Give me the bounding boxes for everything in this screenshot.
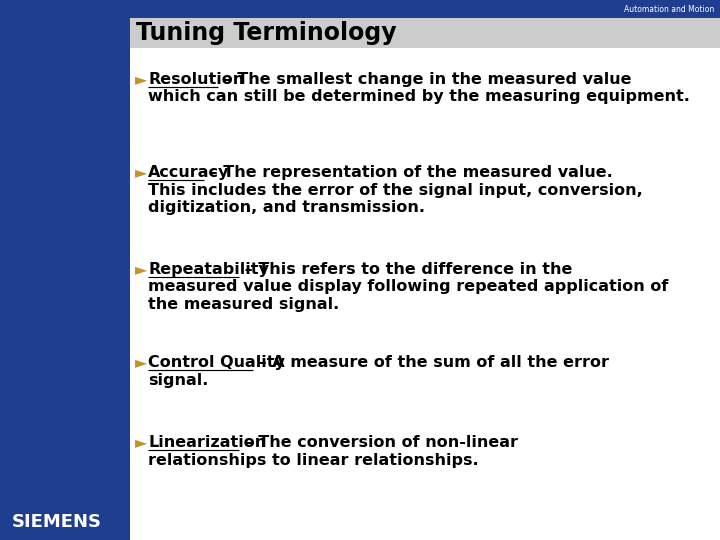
Text: Resolution: Resolution <box>148 72 244 87</box>
Text: signal.: signal. <box>148 373 208 388</box>
Bar <box>130 48 720 540</box>
Text: digitization, and transmission.: digitization, and transmission. <box>148 200 425 215</box>
Text: Tuning Terminology: Tuning Terminology <box>136 21 397 45</box>
Text: – A measure of the sum of all the error: – A measure of the sum of all the error <box>253 355 609 370</box>
Bar <box>0 18 130 540</box>
Text: Accuracy: Accuracy <box>148 165 230 180</box>
Text: ►: ► <box>135 262 148 277</box>
Text: ►: ► <box>135 435 148 450</box>
Text: SIEMENS: SIEMENS <box>12 513 102 531</box>
Text: which can still be determined by the measuring equipment.: which can still be determined by the mea… <box>148 90 690 105</box>
Text: ►: ► <box>135 355 148 370</box>
Text: ►: ► <box>135 72 148 87</box>
Bar <box>0 0 720 18</box>
Text: Automation and Motion: Automation and Motion <box>624 4 714 14</box>
Text: – The conversion of non-linear: – The conversion of non-linear <box>239 435 518 450</box>
Text: Linearization: Linearization <box>148 435 266 450</box>
Text: relationships to linear relationships.: relationships to linear relationships. <box>148 453 479 468</box>
Text: Repeatability: Repeatability <box>148 262 269 277</box>
Text: Control Quality: Control Quality <box>148 355 285 370</box>
Text: This includes the error of the signal input, conversion,: This includes the error of the signal in… <box>148 183 643 198</box>
Text: – The smallest change in the measured value: – The smallest change in the measured va… <box>218 72 631 87</box>
Text: ►: ► <box>135 165 148 180</box>
Text: the measured signal.: the measured signal. <box>148 297 339 312</box>
Bar <box>130 18 720 48</box>
Text: – The representation of the measured value.: – The representation of the measured val… <box>204 165 613 180</box>
Text: – This refers to the difference in the: – This refers to the difference in the <box>239 262 572 277</box>
Text: measured value display following repeated application of: measured value display following repeate… <box>148 280 668 294</box>
